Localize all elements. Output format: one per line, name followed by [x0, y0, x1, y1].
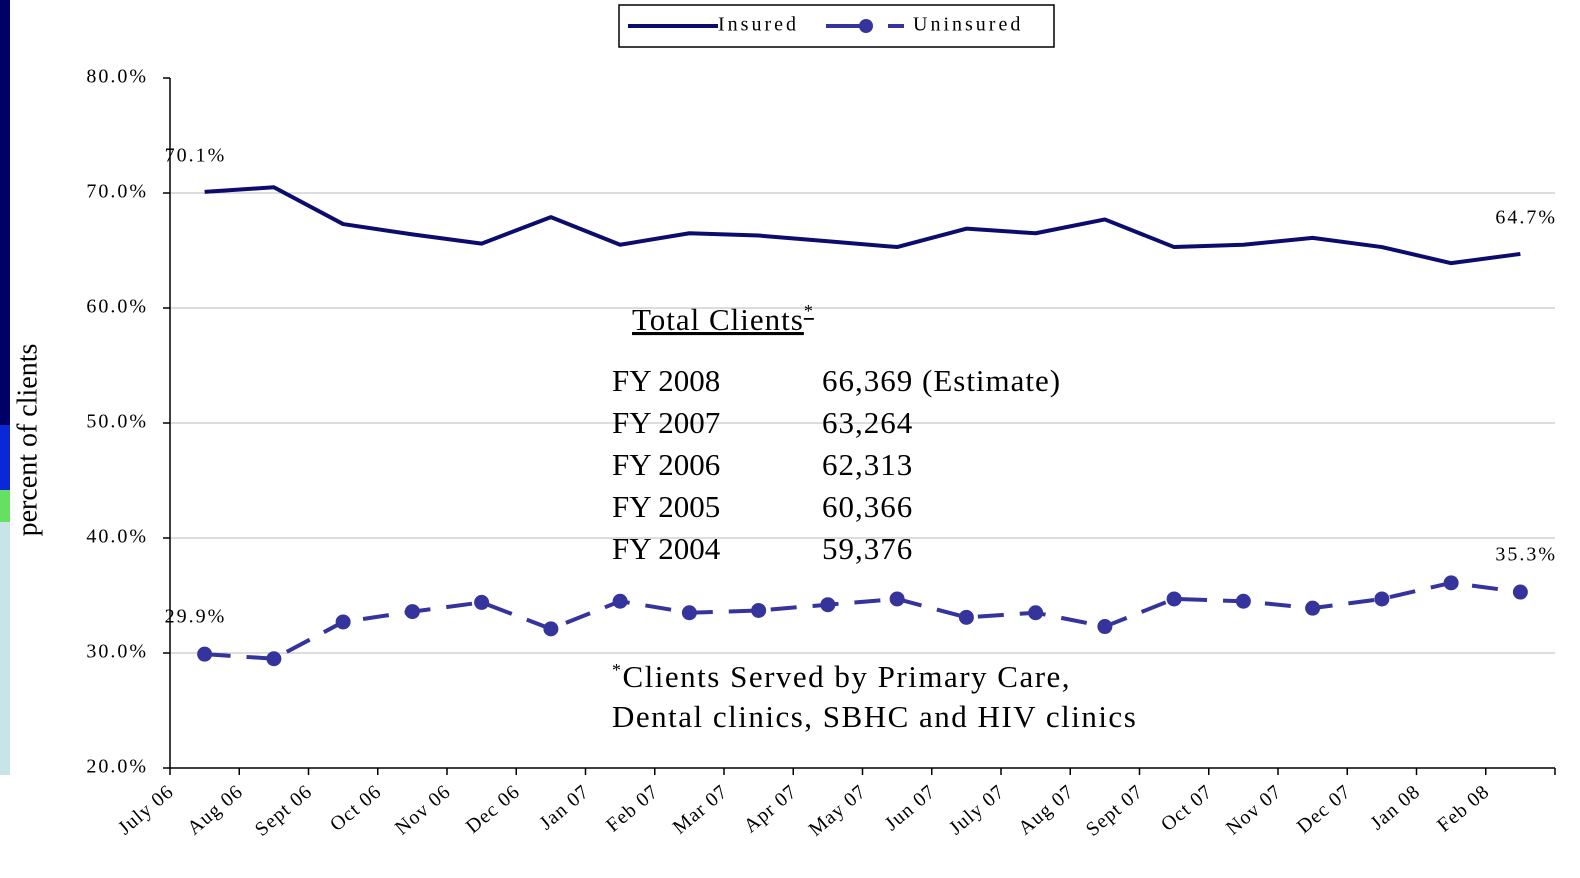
point	[335, 614, 351, 630]
x-tick-label: Jan 07	[535, 780, 593, 834]
x-tick-label: Apr 07	[740, 780, 802, 837]
x-tick-label: Feb 08	[1433, 780, 1494, 836]
annotation-note: Dental clinics, SBHC and HIV clinics	[612, 699, 1137, 734]
x-tick-label: May 07	[805, 780, 871, 840]
x-tick-label: July 06	[114, 780, 178, 839]
point	[1097, 619, 1113, 635]
point	[1443, 575, 1459, 591]
x-tick-label: Nov 07	[1222, 780, 1286, 839]
annotation-note-text: Clients Served by Primary Care,	[623, 659, 1072, 694]
x-tick-label: Feb 07	[602, 780, 663, 836]
annotation-count: 66,369 (Estimate)	[822, 363, 1061, 398]
x-tick-label: July 07	[945, 780, 1009, 839]
point	[958, 609, 974, 625]
annotation-year: FY 2007	[612, 405, 720, 440]
x-tick-label: Oct 07	[1157, 780, 1217, 835]
point	[1166, 591, 1182, 607]
x-tick-label: Dec 06	[462, 780, 525, 837]
legend-label: Insured	[718, 14, 799, 36]
annotation-year: FY 2004	[612, 531, 721, 566]
data-label: 70.1%	[165, 144, 227, 166]
data-label: 29.9%	[165, 606, 227, 628]
y-tick-label: 30.0%	[86, 641, 148, 663]
data-label: 64.7%	[1495, 207, 1557, 229]
y-tick-label: 60.0%	[86, 296, 148, 318]
x-tick-label: Mar 07	[669, 780, 732, 838]
point	[1374, 591, 1390, 607]
slide-strip	[0, 522, 10, 775]
point	[404, 604, 420, 620]
annotation-marker: *	[612, 660, 623, 680]
point	[1028, 605, 1044, 621]
point	[543, 621, 559, 637]
x-tick-label: Jun 07	[881, 780, 940, 835]
series-line	[204, 185, 1521, 266]
y-tick-label: 20.0%	[86, 756, 148, 778]
point	[474, 594, 490, 610]
y-tick-label: 80.0%	[86, 66, 148, 88]
annotation-count: 60,366	[822, 489, 913, 524]
annotation-year: FY 2005	[612, 489, 720, 524]
annotation-note-text: Dental clinics, SBHC and HIV clinics	[612, 699, 1137, 734]
y-tick-label: 70.0%	[86, 181, 148, 203]
point	[612, 593, 628, 609]
point	[1235, 593, 1251, 609]
y-tick-label: 40.0%	[86, 526, 148, 548]
annotation-count: 63,264	[822, 405, 913, 440]
x-tick-label: Sept 06	[251, 780, 317, 840]
annotation-count: 62,313	[822, 447, 913, 482]
point	[266, 651, 282, 667]
slide-strip	[0, 425, 10, 490]
series-line	[204, 580, 1521, 661]
slide-strip	[0, 490, 10, 522]
annotation-note: *Clients Served by Primary Care,	[612, 659, 1071, 694]
annotation-marker: *	[804, 301, 814, 321]
x-tick-label: Oct 06	[326, 780, 386, 835]
point	[681, 605, 697, 621]
point	[1305, 600, 1321, 616]
annotation-year: FY 2008	[612, 363, 720, 398]
y-axis-label: percent of clients	[12, 344, 43, 537]
x-tick-label: Aug 07	[1014, 780, 1078, 839]
point	[751, 602, 767, 618]
legend-swatch	[859, 19, 873, 33]
legend-label: Uninsured	[913, 14, 1023, 36]
point	[1512, 584, 1528, 600]
annotation-year: FY 2006	[612, 447, 720, 482]
y-tick-label: 50.0%	[86, 411, 148, 433]
x-tick-label: Jan 08	[1366, 780, 1424, 834]
annotation-count: 59,376	[822, 531, 913, 566]
x-tick-label: Nov 06	[391, 780, 455, 839]
annotation-title: Total Clients*	[632, 301, 814, 337]
x-tick-label: Sept 07	[1082, 780, 1148, 840]
data-label: 35.3%	[1495, 544, 1557, 566]
point	[197, 646, 213, 662]
point	[820, 597, 836, 613]
point	[889, 591, 905, 607]
x-tick-label: Dec 07	[1293, 780, 1356, 837]
annotation-title-text: Total Clients	[632, 302, 804, 337]
slide-strip	[0, 0, 10, 425]
x-tick-label: Aug 06	[183, 780, 247, 839]
